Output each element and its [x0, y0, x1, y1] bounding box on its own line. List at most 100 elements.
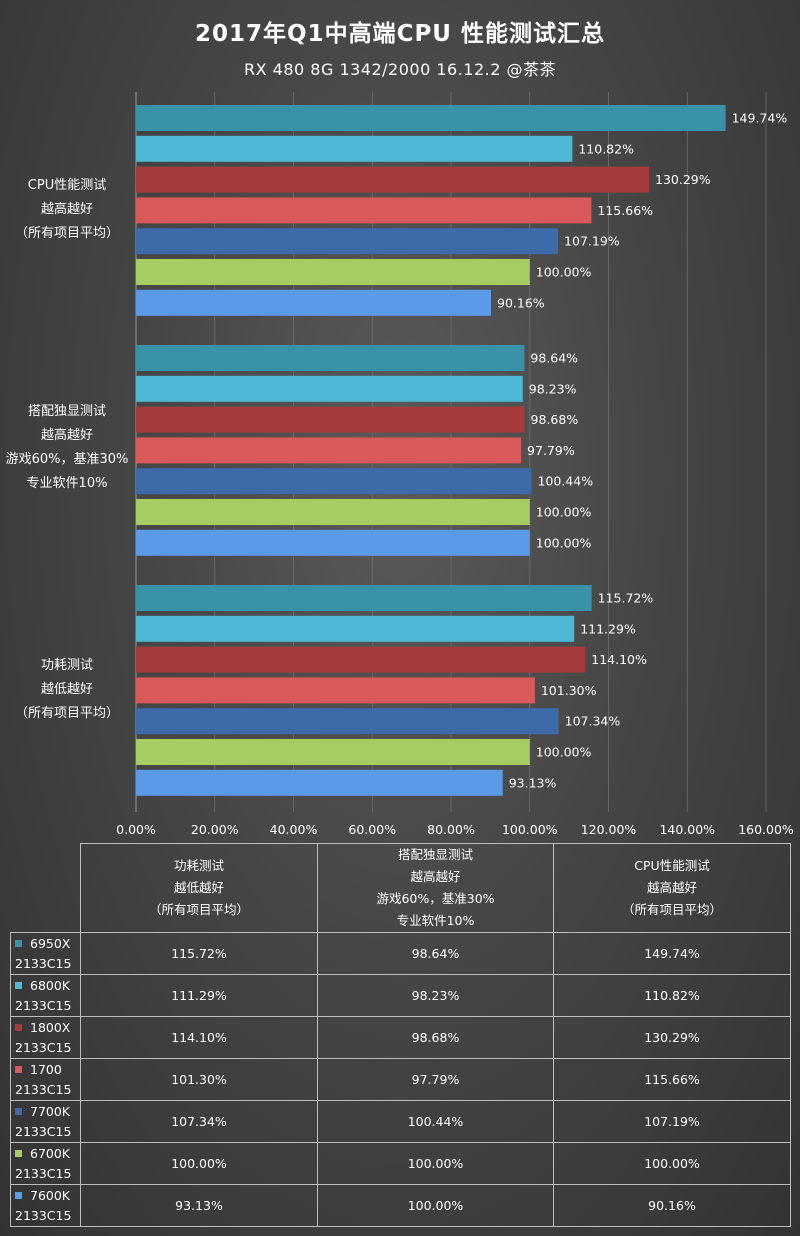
data-label: 100.00% [536, 535, 592, 550]
legend-swatch [15, 1107, 22, 1115]
row-label-cell: 1700 2133C15 [10, 1058, 81, 1101]
data-label: 110.82% [578, 141, 634, 156]
bar-6800k-group-3 [136, 615, 575, 642]
header-line: 功耗测试 [173, 858, 224, 873]
row-label-cell: 1800X 2133C15 [10, 1016, 81, 1059]
table-row: 6700K 2133C15 100.00% 100.00% 100.00% [10, 1142, 791, 1185]
cpu-name: 7700K [30, 1103, 71, 1119]
category-label-2: 搭配独显测试 越高越好 游戏60%，基准30% 专业软件10% [2, 400, 132, 496]
table-row: 7600K 2133C15 93.13% 100.00% 90.16% [10, 1184, 791, 1227]
bar-7700k-group-1 [136, 228, 559, 255]
category-label-line: （所有项目平均） [14, 706, 119, 721]
row-label-cell: 7700K 2133C15 [10, 1100, 81, 1143]
x-tick-label: 0.00% [116, 822, 156, 837]
legend-swatch [15, 939, 22, 947]
data-labels: 149.74% 110.82% 130.29% 115.66% 107.19% 100.0… [497, 111, 787, 791]
bar-6700k-group-1 [136, 259, 530, 285]
row-label-line1: 6700K [15, 1144, 80, 1164]
table-cell: 101.30% [80, 1058, 318, 1101]
header-line: 搭配独显测试 [397, 847, 473, 862]
x-tick-label: 140.00% [659, 822, 715, 837]
cpu-name: 7600K [30, 1187, 71, 1203]
table-cell: 149.74% [553, 932, 791, 975]
row-label-line1: 6950X [15, 934, 80, 954]
data-label: 100.00% [536, 505, 592, 520]
bar-7700k-group-2 [136, 468, 532, 495]
data-label: 98.64% [530, 351, 578, 366]
table-cell: 115.66% [553, 1058, 791, 1101]
memory-spec: 2133C15 [15, 1165, 72, 1181]
memory-spec: 2133C15 [15, 997, 72, 1013]
table-cell: 100.00% [553, 1142, 791, 1185]
bar-6800k-group-2 [136, 375, 523, 402]
table-cell: 111.29% [80, 974, 318, 1017]
table-cell: 100.44% [317, 1100, 554, 1143]
table-cell: 98.64% [317, 932, 554, 975]
category-label-line: 专业软件10% [26, 476, 108, 491]
bar-1700-group-2 [136, 437, 522, 464]
x-axis-ticks: 0.00% 20.00% 40.00% 60.00% 80.00% 100.00% 120.… [116, 822, 794, 837]
row-label-cell: 6800K 2133C15 [10, 974, 81, 1017]
table-row: 1800X 2133C15 114.10% 98.68% 130.29% [10, 1016, 791, 1059]
table-header-cell: CPU性能测试 越高越好 （所有项目平均） [553, 843, 791, 933]
bar-7700k-group-3 [136, 708, 559, 735]
header-line: 越低越好 [173, 880, 224, 895]
table-header-cell: 搭配独显测试 越高越好 游戏60%，基准30% 专业软件10% [317, 843, 554, 933]
table-cell: 93.13% [80, 1184, 318, 1227]
table-cell: 110.82% [553, 974, 791, 1017]
chart-subtitle: RX 480 8G 1342/2000 16.12.2 @茶茶 [243, 60, 557, 79]
table-row: 7700K 2133C15 107.34% 100.44% 107.19% [10, 1100, 791, 1143]
category-label-line: 越低越好 [40, 682, 93, 697]
table-cell: 107.19% [553, 1100, 791, 1143]
data-label: 97.79% [527, 443, 575, 458]
header-line: （所有项目平均） [621, 902, 722, 917]
table-cell: 90.16% [553, 1184, 791, 1227]
table-cell: 100.00% [80, 1142, 318, 1185]
table-cell: 98.68% [317, 1016, 554, 1059]
category-label-line: 越高越好 [40, 428, 93, 443]
row-label-line1: 6800K [15, 976, 80, 996]
legend-swatch [15, 981, 22, 989]
category-label-line: 功耗测试 [40, 658, 93, 673]
bar-1800x-group-3 [136, 646, 586, 673]
table-cell: 100.00% [317, 1142, 554, 1185]
row-label-line1: 1800X [15, 1018, 80, 1038]
memory-spec: 2133C15 [15, 1081, 72, 1097]
header-line: CPU性能测试 [634, 858, 710, 873]
table-cell: 97.79% [317, 1058, 554, 1101]
category-label-line: 游戏60%，基准30% [5, 452, 129, 467]
data-label: 93.13% [509, 775, 557, 790]
data-label: 100.00% [536, 745, 592, 760]
data-label: 98.68% [531, 412, 579, 427]
x-tick-label: 20.00% [191, 822, 239, 837]
data-label: 90.16% [497, 295, 545, 310]
memory-spec: 2133C15 [15, 1039, 72, 1055]
bar-1700-group-3 [136, 677, 535, 704]
table-cell: 107.34% [80, 1100, 318, 1143]
bar-6800k-group-1 [136, 135, 573, 162]
legend-swatch [15, 1149, 22, 1157]
data-label: 107.34% [565, 714, 621, 729]
bar-1800x-group-2 [136, 406, 525, 433]
bar-6700k-group-2 [136, 499, 530, 525]
data-label: 111.29% [580, 621, 636, 636]
bar-7600k-group-2 [136, 529, 530, 556]
cpu-name: 1800X [30, 1019, 71, 1035]
x-tick-label: 40.00% [270, 822, 318, 837]
data-label: 107.19% [564, 234, 620, 249]
memory-spec: 2133C15 [15, 955, 72, 971]
x-tick-label: 160.00% [738, 822, 794, 837]
row-label-line1: 7600K [15, 1186, 80, 1206]
table-row: 6800K 2133C15 111.29% 98.23% 110.82% [10, 974, 791, 1017]
x-tick-label: 60.00% [348, 822, 396, 837]
chart-title: 2017年Q1中高端CPU 性能测试汇总 [195, 21, 605, 47]
memory-spec: 2133C15 [15, 1207, 72, 1223]
row-label-cell: 6700K 2133C15 [10, 1142, 81, 1185]
header-line: 越高越好 [410, 869, 461, 884]
row-label-line1: 7700K [15, 1102, 80, 1122]
bar-chart: 149.74% 110.82% 130.29% 115.66% 107.19% 100.0… [116, 92, 794, 837]
header-line: 越高越好 [646, 880, 697, 895]
x-tick-label: 120.00% [581, 822, 637, 837]
table-row: 1700 2133C15 101.30% 97.79% 115.66% [10, 1058, 791, 1101]
cpu-name: 6800K [30, 977, 71, 993]
